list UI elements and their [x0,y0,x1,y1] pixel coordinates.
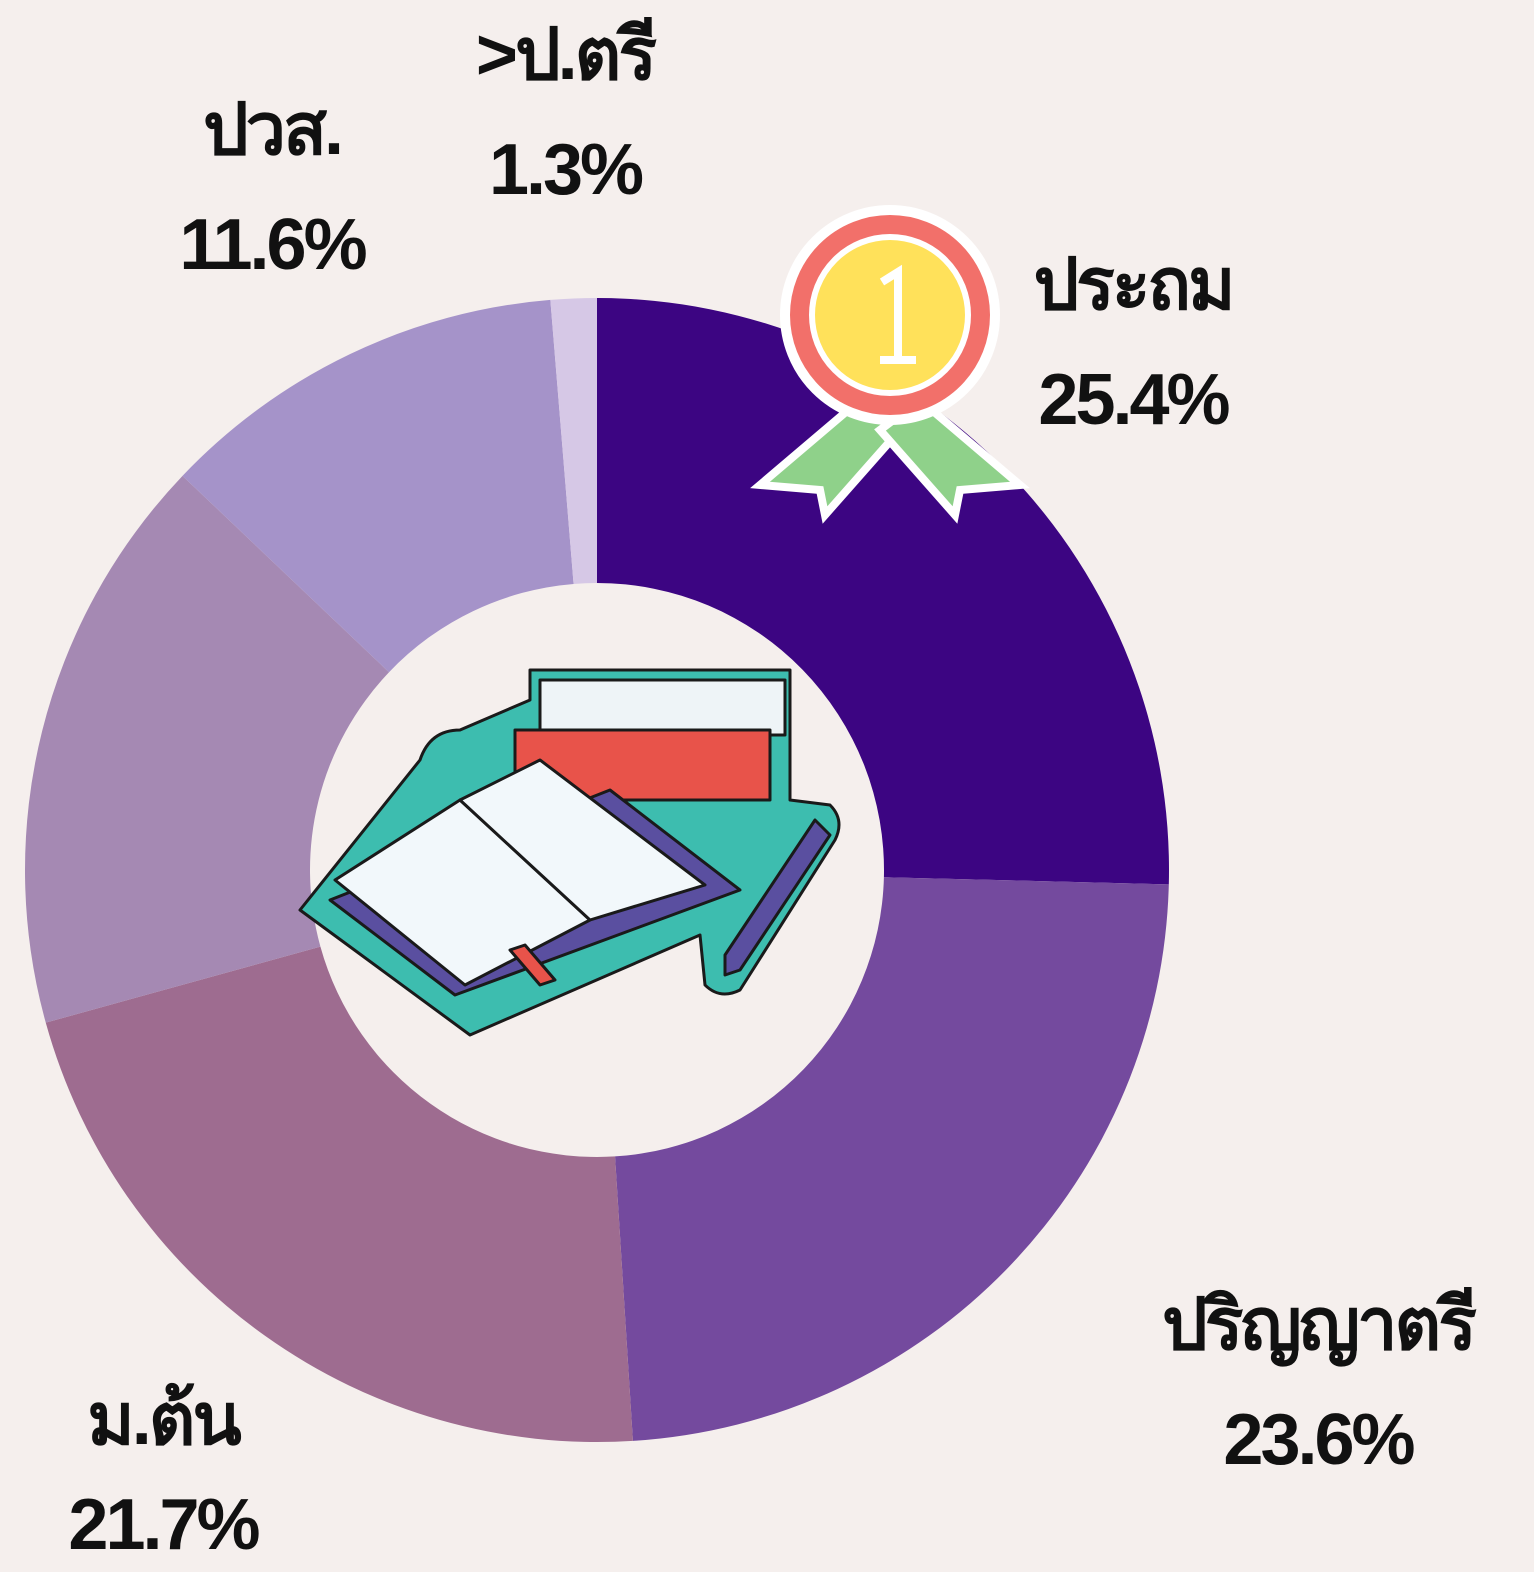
value-label: 25.4% [1038,360,1229,440]
donut [25,298,1169,1443]
slice [615,877,1169,1441]
category-label: ประถม [1033,245,1232,325]
slice [182,299,574,673]
value-label: 11.6% [179,205,366,285]
labels: ประถม 25.4% ปริญญาตรี 23.6% ม.ต้น 21.7% ปวส. 11… [68,15,1480,1565]
value-label: 1.3% [489,130,643,210]
slice [597,298,1169,885]
category-label: ม.ต้น [87,1380,241,1460]
slice [45,946,633,1443]
slice [25,475,390,1023]
medal-icon [750,205,1030,524]
slice [550,298,597,584]
category-label: >ป.ตรี [476,15,658,95]
category-label: ปวส. [203,90,341,170]
category-label: ปริญญาตรี [1162,1285,1477,1367]
value-label: 21.7% [68,1485,259,1565]
books-illustration [298,668,841,1037]
value-label: 23.6% [1223,1400,1414,1480]
